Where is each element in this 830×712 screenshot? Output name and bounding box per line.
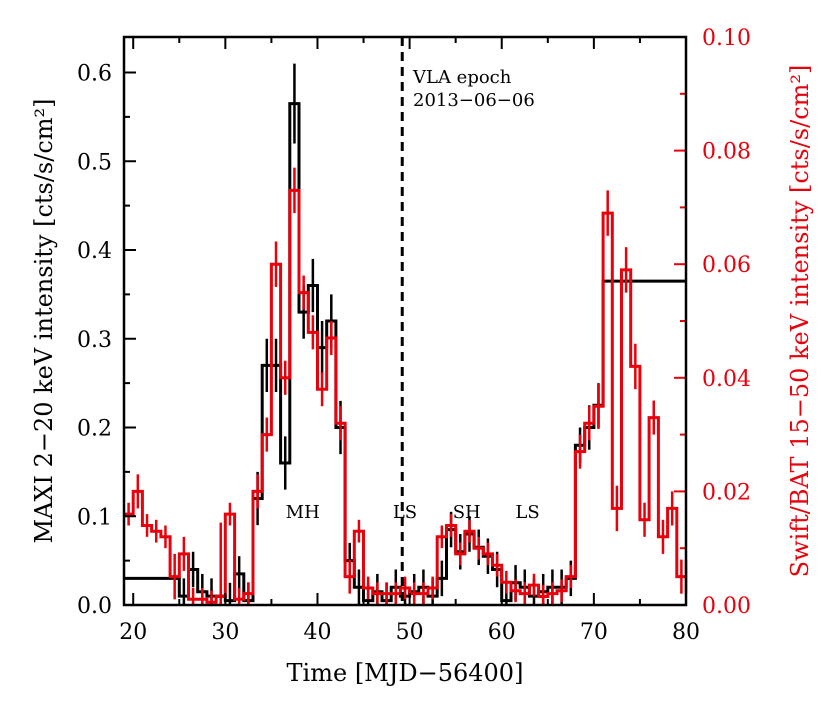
y-right-tick-label: 0.06 xyxy=(702,253,751,278)
bat-series xyxy=(124,167,688,605)
x-tick-label: 40 xyxy=(303,620,331,645)
x-tick-label: 60 xyxy=(488,620,516,645)
y-right-tick-label: 0.04 xyxy=(702,367,751,392)
y-left-tick-label: 0.0 xyxy=(77,594,112,619)
y-right-tick-label: 0.02 xyxy=(702,480,751,505)
y-axis-title-right: Swift/BAT 15−50 keV intensity [cts/s/cm²… xyxy=(786,65,814,578)
y-left-tick-label: 0.1 xyxy=(77,505,112,530)
plot-frame xyxy=(122,35,688,607)
y-left-tick-label: 0.6 xyxy=(77,62,112,87)
y-left-tick-label: 0.5 xyxy=(77,150,112,175)
state-label-ls: LS xyxy=(393,502,417,523)
tick-label-layer: 20 30 40 50 60 70 80 0.0 0.1 0.2 0.3 0.4 0.5 0.6 0.00 0… xyxy=(77,26,751,645)
y-left-tick-label: 0.3 xyxy=(77,328,112,353)
x-tick-label: 80 xyxy=(672,620,700,645)
state-label-mh: MH xyxy=(286,502,320,523)
vla-epoch-label-line2: 2013−06−06 xyxy=(413,90,535,111)
x-tick-label: 20 xyxy=(119,620,147,645)
x-tick-label: 50 xyxy=(396,620,424,645)
state-label-sh: SH xyxy=(453,502,481,523)
maxi-step-line xyxy=(124,102,686,603)
y-left-tick-label: 0.2 xyxy=(77,417,112,442)
vla-epoch-label-line1: VLA epoch xyxy=(412,67,512,88)
x-axis-title: Time [MJD−56400] xyxy=(287,659,524,687)
x-tick-label: 70 xyxy=(580,620,608,645)
y-axis-title-left: MAXI 2−20 keV intensity [cts/s/cm²] xyxy=(30,98,58,543)
bat-step-line xyxy=(124,188,686,604)
y-right-tick-label: 0.08 xyxy=(702,140,751,165)
x-tick-label: 30 xyxy=(211,620,239,645)
state-label-ls: LS xyxy=(515,502,539,523)
y-right-tick-label: 0.10 xyxy=(702,26,751,51)
y-right-tick-label: 0.00 xyxy=(702,594,751,619)
state-label-layer: MH LS SH LS xyxy=(286,502,540,523)
y-left-tick-label: 0.4 xyxy=(77,239,112,264)
series-layer xyxy=(124,63,688,605)
